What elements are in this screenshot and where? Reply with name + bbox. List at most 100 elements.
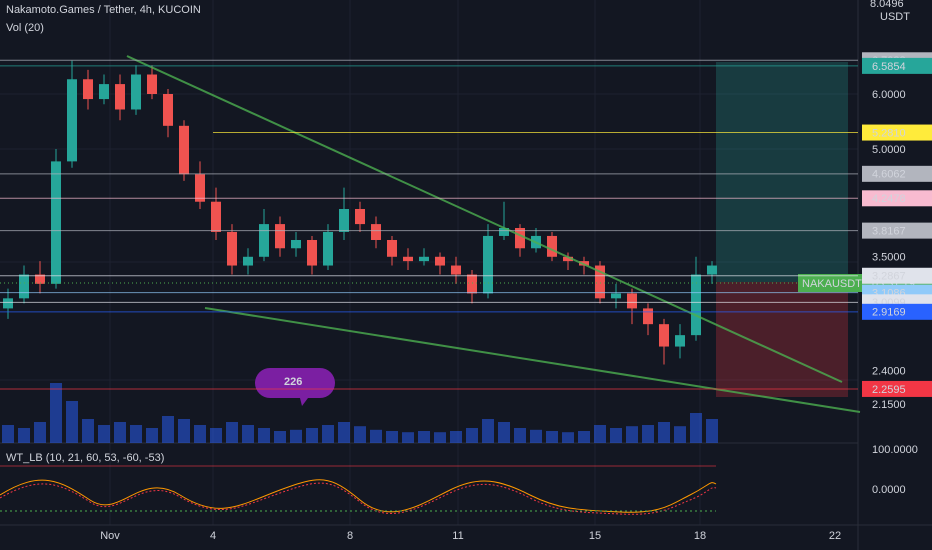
volume-bar: [530, 429, 542, 443]
volume-bar: [258, 428, 270, 443]
volume-bar: [402, 432, 414, 443]
volume-bar: [386, 431, 398, 443]
volume-bar: [578, 431, 590, 443]
candle-body: [563, 256, 573, 262]
price-label-bg: [862, 222, 932, 239]
volume-bar: [482, 419, 494, 443]
price-label: 3.8167: [872, 226, 906, 238]
candle-body: [499, 227, 509, 236]
volume-bar: [450, 431, 462, 443]
candle-body: [19, 274, 29, 299]
candle-body: [195, 174, 205, 202]
candle-body: [323, 231, 333, 266]
price-label: 4.6062: [872, 169, 906, 181]
price-label: 2.9169: [872, 307, 906, 319]
volume-bar: [82, 419, 94, 443]
candle-body: [403, 256, 413, 262]
trendline-lower: [204, 307, 861, 413]
price-label: 2.2595: [872, 384, 906, 396]
date-label: 8: [347, 530, 353, 542]
candle-body: [243, 256, 253, 266]
candle-body: [483, 235, 493, 294]
candle-body: [371, 224, 381, 240]
candle-body: [355, 208, 365, 225]
candle-body: [35, 274, 45, 284]
price-label: 5.2810: [872, 127, 906, 139]
date-label: 18: [694, 530, 706, 542]
volume-bar: [66, 401, 78, 443]
volume-bar: [98, 425, 110, 443]
candle-body: [659, 324, 669, 347]
volume-bar: [338, 422, 350, 443]
price-label: 3.2867: [872, 271, 906, 283]
osc-tick: 0.0000: [872, 484, 906, 496]
candle-body: [3, 298, 13, 309]
candle-body: [547, 235, 557, 257]
volume-bar: [610, 428, 622, 443]
volume-bar: [466, 428, 478, 443]
candle-body: [275, 224, 285, 249]
volume-label: Vol (20): [6, 22, 44, 34]
volume-bar: [306, 428, 318, 443]
volume-bar: [418, 431, 430, 443]
candle-body: [435, 256, 445, 266]
volume-bar: [34, 422, 46, 443]
price-label: 3.5000: [872, 252, 906, 264]
date-label: 11: [452, 530, 463, 542]
volume-bar: [626, 426, 638, 443]
candle-body: [691, 274, 701, 336]
candle-body: [259, 224, 269, 257]
target-zone: [716, 62, 848, 282]
trendline-upper: [126, 55, 843, 383]
candle-body: [163, 94, 173, 126]
candle-body: [339, 208, 349, 232]
candle-body: [179, 125, 189, 175]
candle-body: [611, 293, 621, 299]
volume-bar: [370, 429, 382, 443]
candle-body: [627, 293, 637, 309]
candle-body: [515, 227, 525, 249]
date-label: Nov: [100, 530, 120, 542]
volume-bar: [242, 425, 254, 443]
volume-bar: [690, 413, 702, 443]
price-label: 2.4000: [872, 366, 906, 378]
candles: [2, 60, 718, 443]
price-label-bg: [862, 380, 932, 397]
volume-bar: [658, 422, 670, 443]
volume-bar: [178, 419, 190, 443]
price-label: 2.1500: [872, 399, 906, 411]
price-label-bg: [862, 190, 932, 207]
volume-bar: [594, 425, 606, 443]
volume-bar: [434, 432, 446, 443]
candle-body: [291, 239, 301, 249]
volume-bar: [114, 422, 126, 443]
volume-bar: [162, 416, 174, 443]
price-label-bg: [862, 165, 932, 182]
price-label-bg: [862, 124, 932, 141]
volume-bar: [2, 425, 14, 443]
stop-zone: [716, 282, 848, 397]
bubble-text: 226: [284, 376, 302, 388]
volume-bar: [562, 432, 574, 443]
date-label: 22: [829, 530, 841, 542]
chart-title: Nakamoto.Games / Tether, 4h, KUCOIN: [6, 4, 201, 16]
volume-bar: [50, 383, 62, 443]
volume-bar: [130, 425, 142, 443]
volume-bar: [498, 422, 510, 443]
date-label: 4: [210, 530, 216, 542]
symbol: NAKAUSDT: [802, 278, 862, 290]
bubble: [255, 368, 335, 406]
currency: USDT: [880, 11, 910, 23]
candle-body: [595, 265, 605, 299]
volume-bar: [146, 428, 158, 443]
volume-bar: [210, 428, 222, 443]
candle-body: [419, 256, 429, 262]
volume-bar: [674, 426, 686, 443]
candle-body: [387, 239, 397, 257]
price-label-bg: [862, 303, 932, 320]
price-label: 6.0000: [872, 89, 906, 101]
candle-body: [451, 265, 461, 275]
candle-body: [99, 84, 109, 100]
volume-bar: [354, 426, 366, 443]
